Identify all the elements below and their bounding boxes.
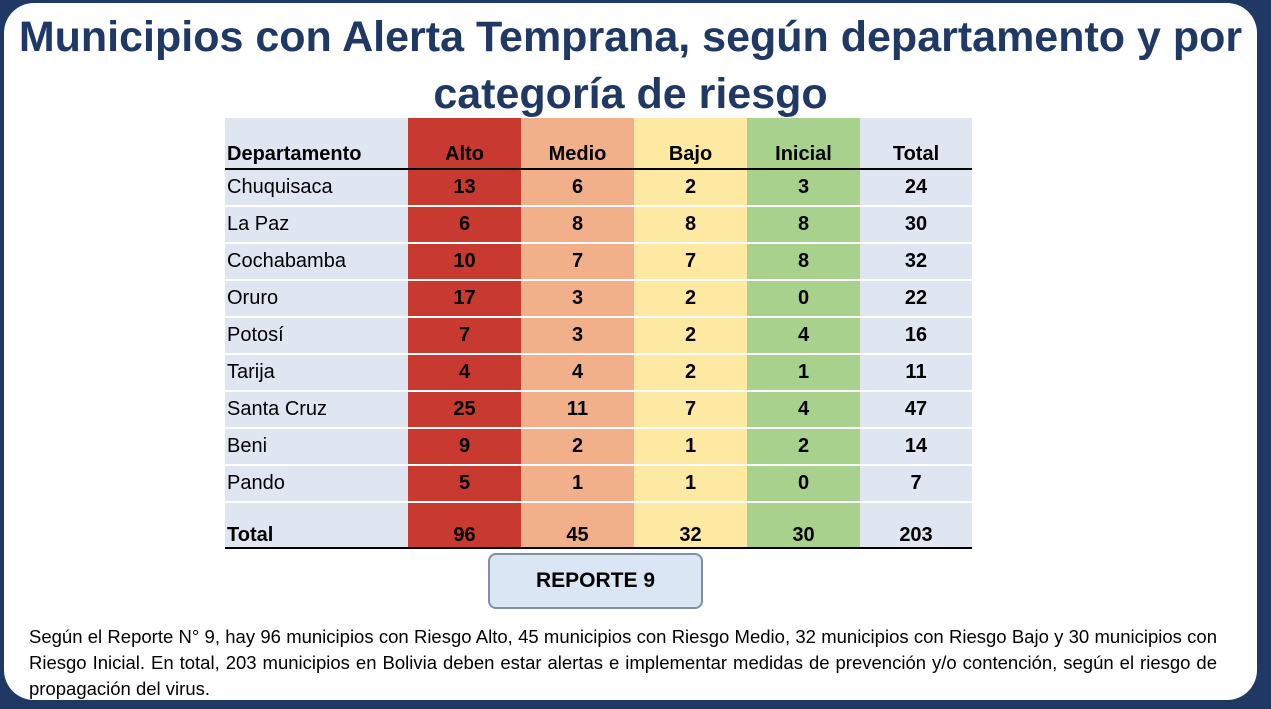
cell-total: 11 [860,354,972,392]
cell-alto: 13 [408,169,521,207]
cell-medio: 1 [521,465,634,503]
header-inicial: Inicial [747,118,860,170]
cell-total: 47 [860,391,972,429]
total-cell-alto: 96 [408,501,521,549]
cell-bajo: 2 [634,317,747,355]
cell-total: 7 [860,465,972,503]
total-cell-departamento: Total [225,501,408,549]
cell-inicial: 1 [747,354,860,392]
cell-bajo: 2 [634,169,747,207]
table-row: La Paz 6 8 8 8 30 [225,206,972,244]
cell-departamento: La Paz [225,206,408,244]
table-row: Tarija 4 4 2 1 11 [225,354,972,392]
cell-medio: 3 [521,280,634,318]
cell-departamento: Oruro [225,280,408,318]
cell-total: 14 [860,428,972,466]
table-row: Oruro 17 3 2 0 22 [225,280,972,318]
cell-total: 16 [860,317,972,355]
cell-departamento: Chuquisaca [225,169,408,207]
cell-medio: 3 [521,317,634,355]
cell-alto: 4 [408,354,521,392]
cell-medio: 4 [521,354,634,392]
header-bajo: Bajo [634,118,747,170]
table-header-row: Departamento Alto Medio Bajo Inicial Tot… [225,118,972,170]
cell-inicial: 3 [747,169,860,207]
cell-inicial: 0 [747,280,860,318]
cell-alto: 6 [408,206,521,244]
total-cell-total: 203 [860,501,972,549]
header-alto: Alto [408,118,521,170]
cell-inicial: 4 [747,317,860,355]
cell-bajo: 2 [634,354,747,392]
header-total: Total [860,118,972,170]
cell-inicial: 8 [747,243,860,281]
cell-alto: 9 [408,428,521,466]
cell-total: 24 [860,169,972,207]
cell-departamento: Beni [225,428,408,466]
cell-medio: 7 [521,243,634,281]
cell-medio: 11 [521,391,634,429]
total-cell-inicial: 30 [747,501,860,549]
header-departamento: Departamento [225,118,408,170]
table-row: Santa Cruz 25 11 7 4 47 [225,391,972,429]
cell-medio: 8 [521,206,634,244]
report-badge: REPORTE 9 [488,553,703,609]
cell-departamento: Cochabamba [225,243,408,281]
cell-bajo: 7 [634,391,747,429]
cell-medio: 2 [521,428,634,466]
cell-departamento: Santa Cruz [225,391,408,429]
table-row: Cochabamba 10 7 7 8 32 [225,243,972,281]
cell-bajo: 8 [634,206,747,244]
cell-bajo: 1 [634,465,747,503]
slide: Municipios con Alerta Temprana, según de… [4,3,1257,700]
cell-inicial: 8 [747,206,860,244]
cell-alto: 5 [408,465,521,503]
table-row: Pando 5 1 1 0 7 [225,465,972,503]
header-medio: Medio [521,118,634,170]
cell-alto: 10 [408,243,521,281]
cell-total: 22 [860,280,972,318]
cell-bajo: 7 [634,243,747,281]
cell-departamento: Tarija [225,354,408,392]
summary-note: Según el Reporte N° 9, hay 96 municipios… [29,626,1217,699]
cell-bajo: 2 [634,280,747,318]
total-cell-bajo: 32 [634,501,747,549]
table-row: Chuquisaca 13 6 2 3 24 [225,169,972,207]
cell-departamento: Pando [225,465,408,503]
cell-total: 32 [860,243,972,281]
total-cell-medio: 45 [521,501,634,549]
table-body: Chuquisaca 13 6 2 3 24 La Paz 6 8 8 8 30 Cochabamba 1… [225,169,972,549]
cell-alto: 17 [408,280,521,318]
cell-alto: 7 [408,317,521,355]
table-row: Potosí 7 3 2 4 16 [225,317,972,355]
cell-medio: 6 [521,169,634,207]
cell-inicial: 0 [747,465,860,503]
cell-alto: 25 [408,391,521,429]
page-title: Municipios con Alerta Temprana, según de… [18,13,1243,118]
table-row: Beni 9 2 1 2 14 [225,428,972,466]
table-total-row: Total 96 45 32 30 203 [225,501,972,549]
cell-inicial: 2 [747,428,860,466]
cell-departamento: Potosí [225,317,408,355]
risk-table: Departamento Alto Medio Bajo Inicial Tot… [225,118,972,549]
cell-total: 30 [860,206,972,244]
cell-bajo: 1 [634,428,747,466]
cell-inicial: 4 [747,391,860,429]
